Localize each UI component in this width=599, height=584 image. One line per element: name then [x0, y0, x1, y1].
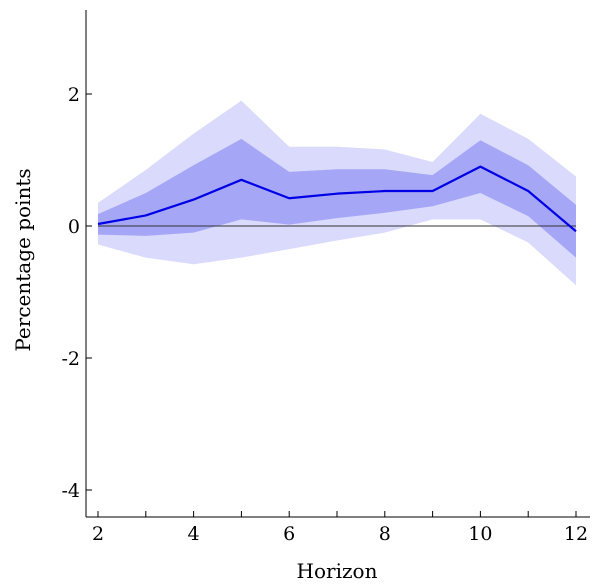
y-tick-label: 0 [68, 216, 80, 238]
x-tick-label: 12 [564, 523, 588, 545]
x-tick-label: 4 [188, 523, 200, 545]
y-axis-title: Percentage points [11, 168, 35, 351]
x-axis-title: Horizon [297, 559, 378, 583]
x-tick-label: 8 [379, 523, 391, 545]
y-tick-label: -4 [61, 480, 80, 502]
y-tick-label: 2 [68, 84, 80, 106]
y-axis-ticks: -4 -2 0 2 [61, 84, 92, 502]
y-tick-label: -2 [61, 348, 80, 370]
axes [85, 10, 590, 518]
point-estimate-series [97, 165, 577, 233]
x-tick-label: 2 [92, 523, 104, 545]
point-estimate-line [97, 165, 577, 233]
x-axis-ticks: 2 4 6 8 10 12 [92, 511, 588, 545]
x-tick-label: 10 [468, 523, 492, 545]
x-tick-label: 6 [283, 523, 295, 545]
inner-confidence-band [98, 138, 576, 258]
